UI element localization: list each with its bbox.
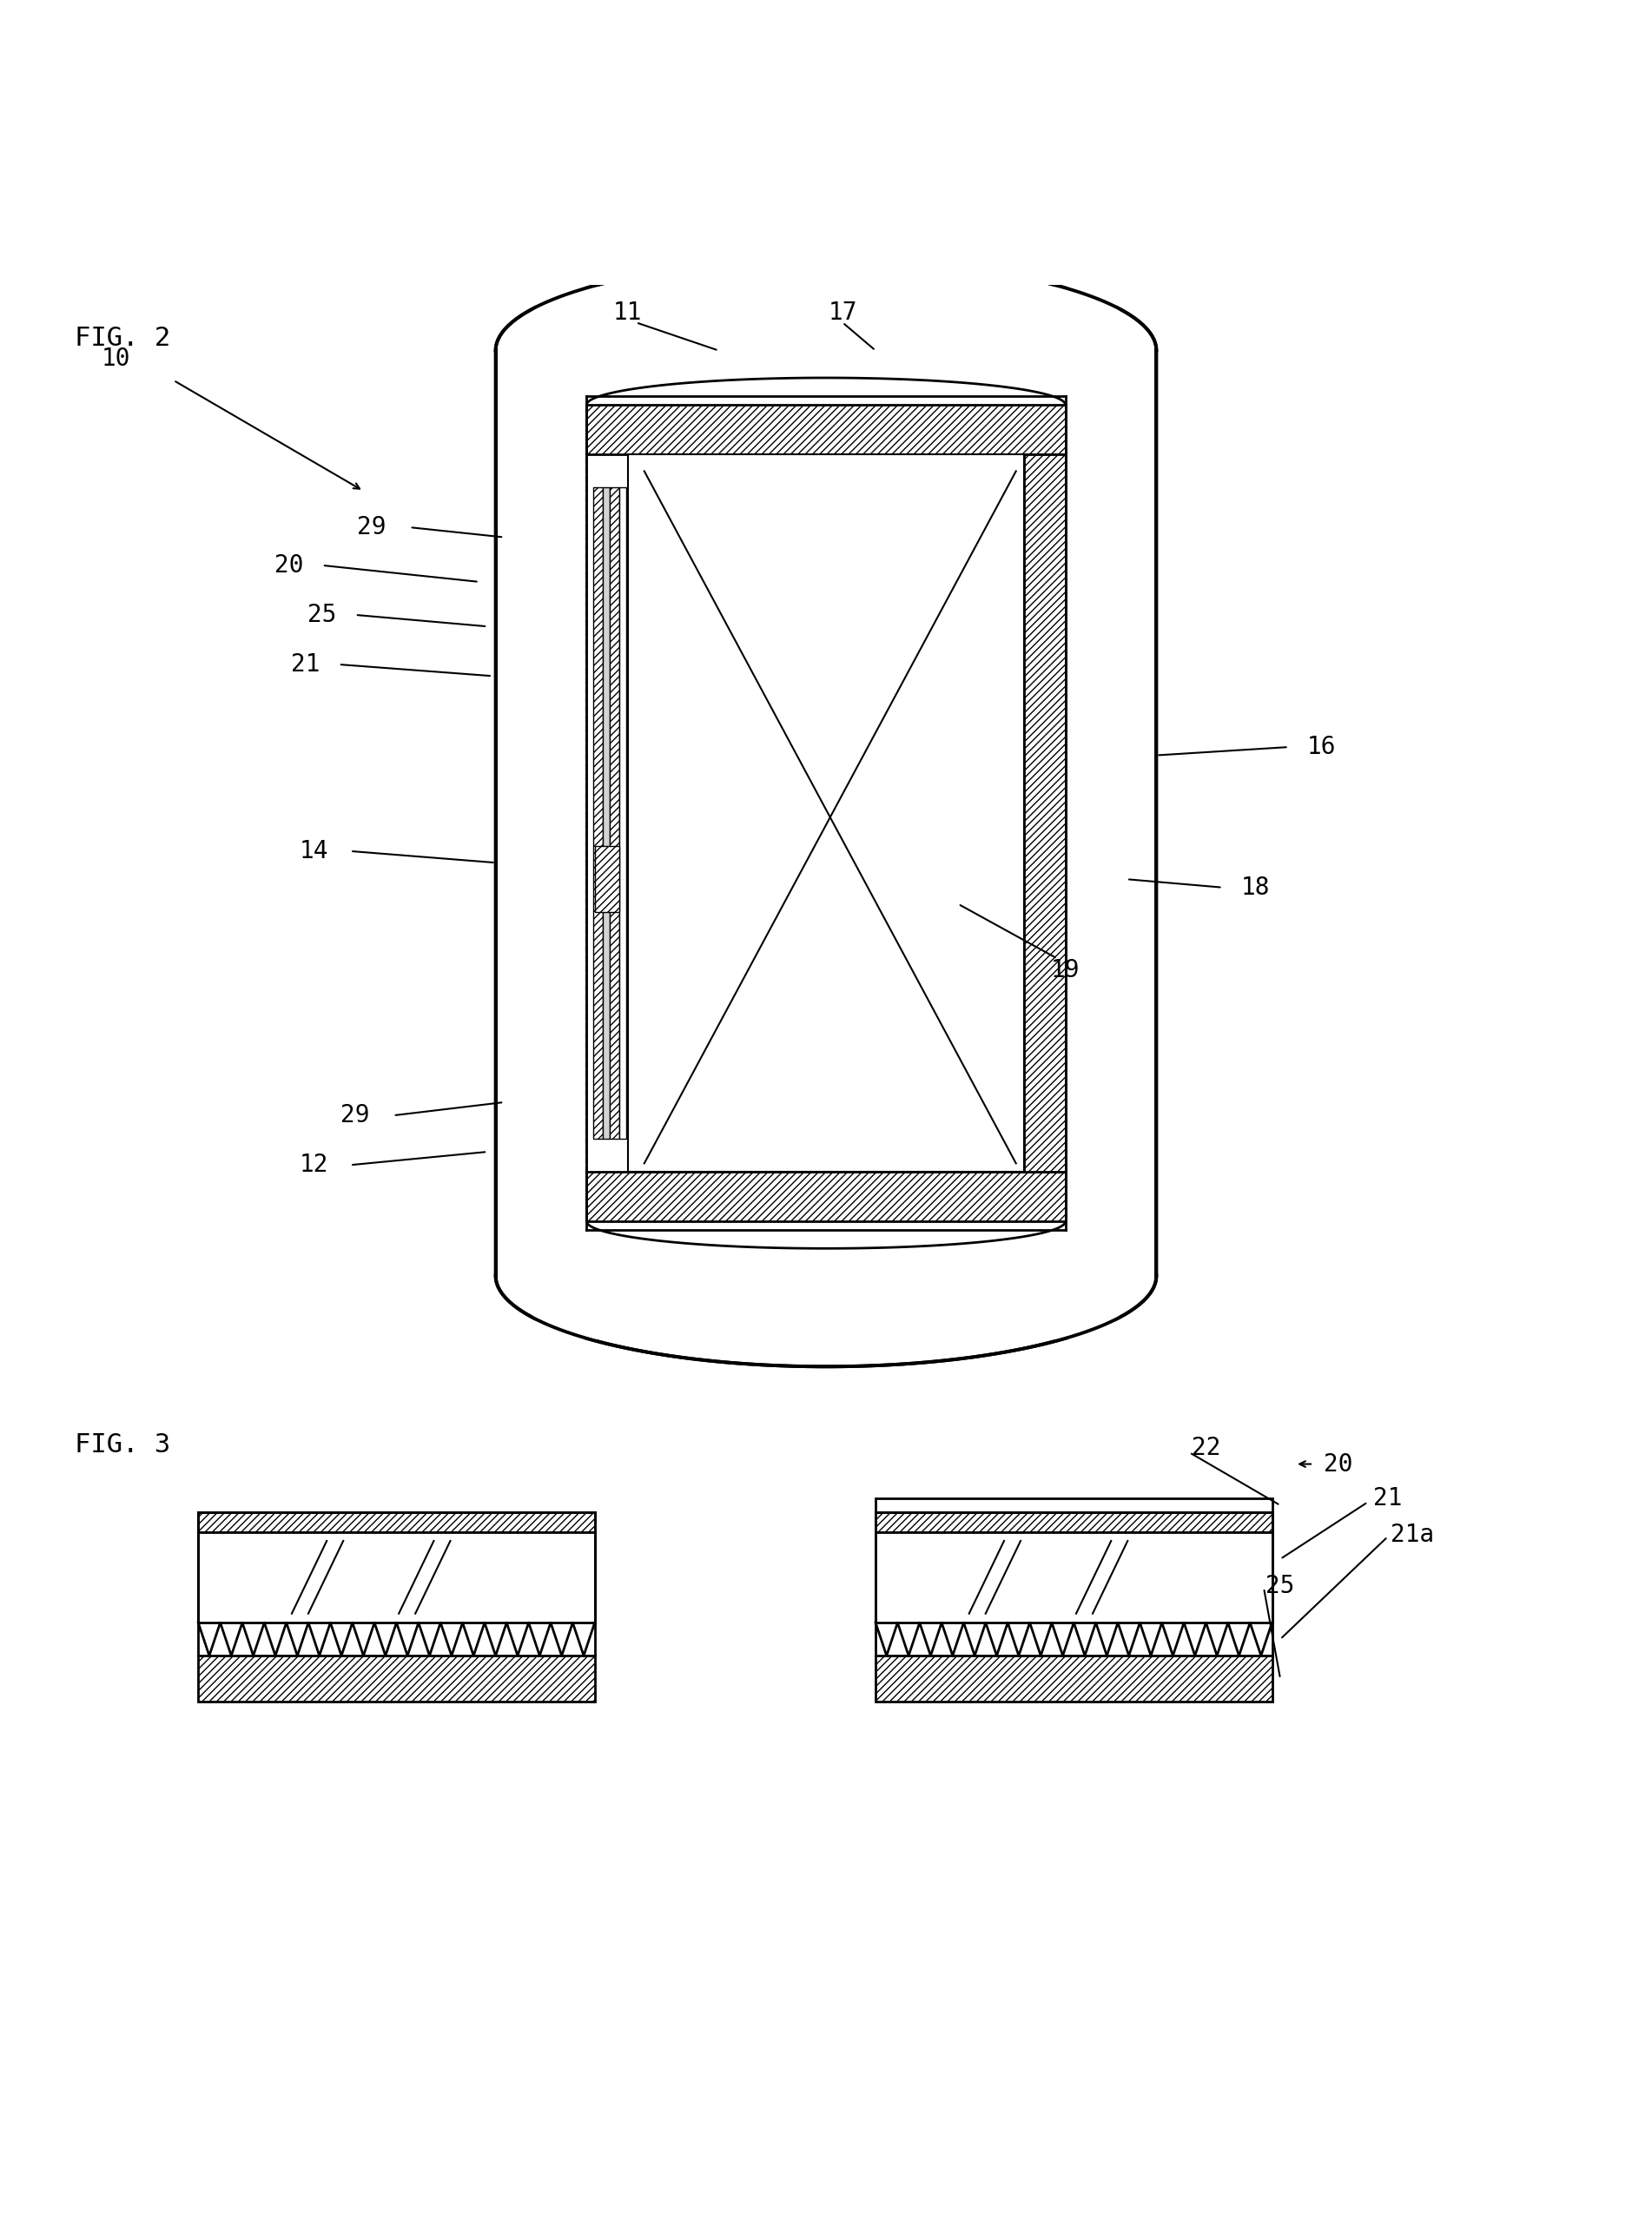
Text: 10: 10 (101, 346, 131, 371)
Polygon shape (876, 1655, 1272, 1701)
Polygon shape (198, 1655, 595, 1701)
Polygon shape (610, 489, 620, 1139)
Polygon shape (586, 378, 1066, 1248)
Polygon shape (198, 1624, 595, 1655)
Polygon shape (603, 489, 610, 1139)
Text: 29: 29 (357, 515, 387, 540)
Polygon shape (593, 489, 603, 1139)
Polygon shape (595, 846, 620, 913)
Polygon shape (876, 1624, 1272, 1655)
Polygon shape (504, 1259, 1148, 1339)
Polygon shape (198, 1532, 595, 1624)
Polygon shape (876, 1532, 1272, 1624)
Polygon shape (1024, 455, 1066, 1173)
Polygon shape (586, 404, 1066, 455)
Polygon shape (876, 1513, 1272, 1532)
Text: 18: 18 (1241, 875, 1270, 900)
Bar (628, 455, 1024, 1173)
Polygon shape (1066, 360, 1148, 1268)
Text: 20: 20 (274, 553, 304, 577)
Text: 29: 29 (340, 1104, 370, 1128)
Text: 21: 21 (291, 653, 320, 677)
Polygon shape (586, 1173, 1066, 1222)
Text: 14: 14 (299, 840, 329, 864)
Text: 19: 19 (1051, 957, 1080, 982)
Text: FIG. 3: FIG. 3 (74, 1433, 170, 1457)
Polygon shape (504, 360, 586, 1268)
Text: FIG. 2: FIG. 2 (74, 326, 170, 351)
Text: 21: 21 (1373, 1486, 1403, 1510)
Text: 25: 25 (307, 602, 337, 626)
Text: 11: 11 (613, 300, 643, 324)
Polygon shape (198, 1513, 595, 1532)
Polygon shape (876, 1499, 1272, 1513)
Polygon shape (504, 287, 1148, 366)
Text: 22: 22 (1191, 1435, 1221, 1459)
Text: 12: 12 (299, 1153, 329, 1177)
Polygon shape (620, 489, 626, 1139)
Polygon shape (496, 260, 1156, 1366)
Text: 16: 16 (1307, 735, 1336, 760)
Text: 25: 25 (1265, 1575, 1295, 1599)
Text: 20: 20 (1323, 1453, 1353, 1477)
Text: 21a: 21a (1391, 1524, 1434, 1548)
Text: 17: 17 (828, 300, 857, 324)
